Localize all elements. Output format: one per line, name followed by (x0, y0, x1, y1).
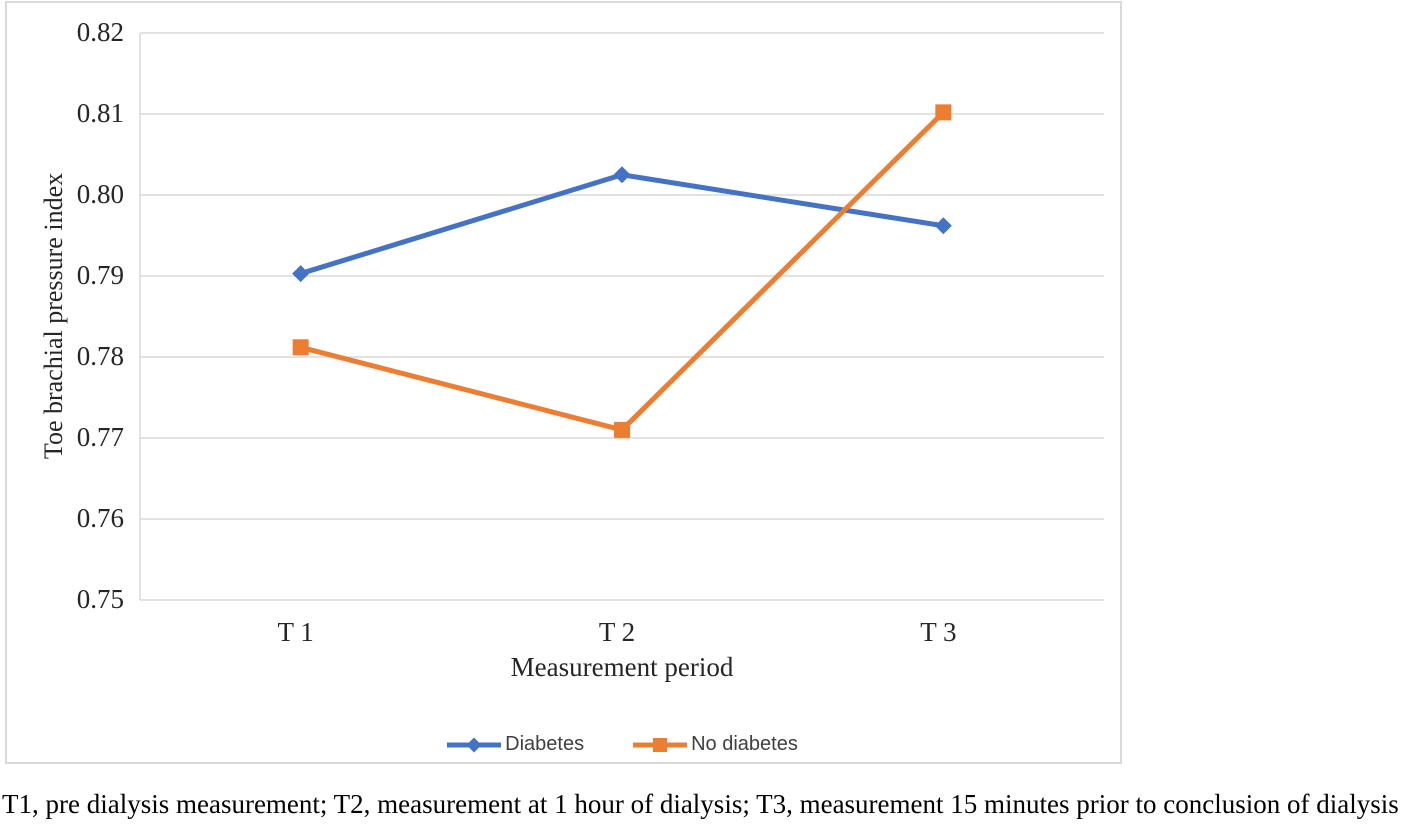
figure-caption: T1, pre dialysis measurement; T2, measur… (2, 789, 1399, 819)
series-line-diabetes (299, 172, 944, 276)
y-tick-label: 0.82 (76, 17, 124, 47)
diamond-marker (934, 217, 952, 235)
legend-item-no-diabetes: No diabetes (632, 733, 798, 756)
x-tick-label: T 2 (598, 617, 636, 647)
y-tick-label: 0.79 (76, 260, 124, 290)
square-marker (614, 421, 630, 438)
y-tick-label: 0.75 (76, 584, 124, 614)
square-marker (935, 104, 952, 121)
diamond-marker (613, 166, 631, 184)
legend-item-diabetes: Diabetes (446, 733, 584, 756)
y-tick-label: 0.76 (76, 503, 124, 533)
diabetes-line-diamond-icon (447, 737, 502, 752)
chart-frame: Toe brachial pressure index 0.75 0.76 0.77… (5, 1, 1122, 764)
plot-area (139, 32, 1104, 601)
x-tick-label: T 3 (920, 617, 957, 647)
y-tick-label: 0.77 (76, 422, 124, 452)
series-line-no-diabetes (300, 110, 946, 433)
diamond-marker (292, 265, 310, 283)
legend: Diabetes No diabetes (140, 733, 1104, 756)
y-axis-title: Toe brachial pressure index (39, 172, 68, 460)
y-tick-label: 0.81 (76, 98, 124, 128)
y-tick-label: 0.78 (76, 341, 124, 371)
legend-label-no-diabetes: No diabetes (691, 733, 798, 755)
x-tick-label: T 1 (277, 617, 314, 647)
y-tick-label: 0.80 (76, 179, 124, 209)
legend-label-diabetes: Diabetes (505, 733, 585, 755)
x-axis-title: Measurement period (510, 652, 734, 682)
no-diabetes-line-square-icon (633, 737, 688, 752)
square-marker (292, 339, 309, 356)
